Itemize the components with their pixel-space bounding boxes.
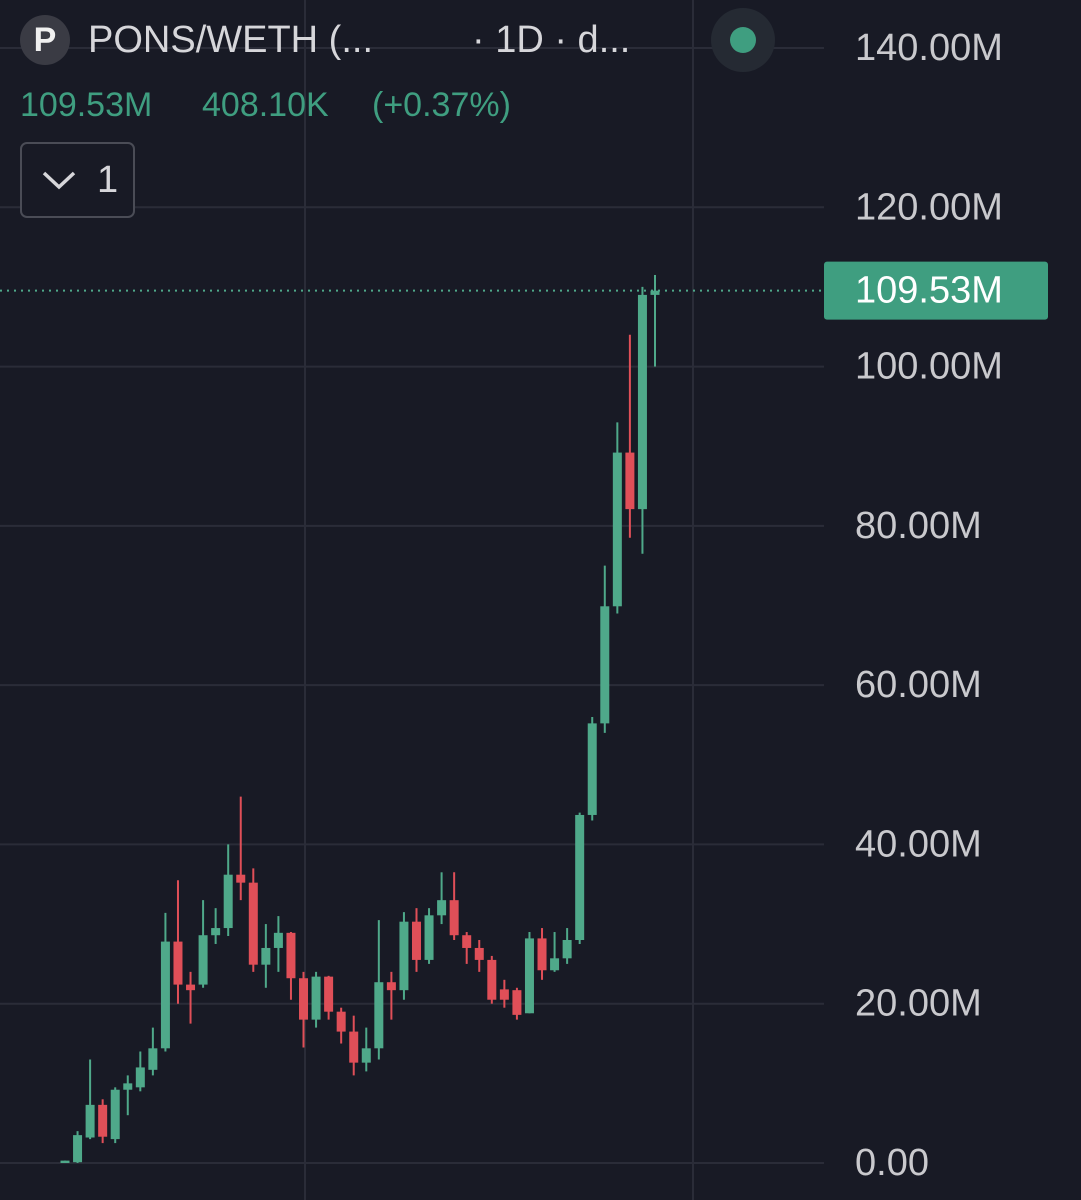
candle-body — [462, 935, 472, 948]
y-tick-label: 120.00M — [855, 186, 1003, 228]
candle-body — [499, 989, 509, 1000]
candle-body — [399, 921, 409, 991]
candle-body — [650, 290, 660, 295]
candle-body — [361, 1048, 371, 1063]
indicator-toggle[interactable] — [20, 142, 135, 218]
logo-letter: P — [34, 21, 57, 59]
last-price-label: 109.53M — [855, 270, 1003, 312]
candle-body — [135, 1067, 145, 1088]
change-pct: (+0.37%) — [372, 86, 511, 124]
candle-body — [625, 452, 635, 510]
candle-body — [474, 947, 484, 960]
candle-body — [374, 982, 384, 1049]
candle-body — [600, 606, 610, 724]
candle-body — [336, 1011, 346, 1032]
candle-body — [248, 882, 258, 965]
candle-body — [261, 947, 271, 965]
candle-body — [437, 900, 447, 916]
candle-body — [123, 1083, 133, 1090]
change: 408.10K — [202, 86, 329, 124]
candle-body — [524, 938, 534, 1014]
candle-body — [148, 1048, 158, 1070]
candle-body — [637, 294, 647, 510]
candle-body — [424, 915, 434, 960]
candle-body — [575, 814, 585, 940]
candle-body — [173, 941, 183, 985]
chevron-icon — [42, 171, 76, 190]
plot — [0, 47, 824, 1164]
logo — [20, 15, 70, 65]
y-tick-label: 60.00M — [855, 664, 982, 706]
candle-body — [211, 928, 221, 936]
indicator-count: 1 — [97, 159, 118, 201]
symbol[interactable]: PONS/WETH (... — [88, 19, 373, 61]
candle-body — [550, 958, 560, 971]
candle-body — [186, 984, 196, 991]
candle-body — [273, 932, 283, 948]
candle-body — [487, 959, 497, 1000]
y-tick-label: 20.00M — [855, 983, 982, 1025]
candle-body — [85, 1104, 95, 1138]
candle-body — [411, 921, 421, 960]
candle-body — [612, 452, 622, 607]
candle-body — [110, 1089, 120, 1140]
candle-body — [311, 976, 321, 1020]
y-tick-label: 100.00M — [855, 346, 1003, 388]
candle-body — [324, 976, 334, 1012]
candle-body — [562, 940, 572, 959]
candle-body — [60, 1160, 70, 1163]
candle-body — [286, 932, 296, 979]
last-price-tag — [824, 261, 1048, 320]
interval[interactable]: · 1D · d... — [472, 19, 630, 61]
candle-body — [236, 874, 246, 883]
candle-body — [160, 941, 170, 1049]
status-dot — [730, 27, 756, 53]
price: 109.53M — [20, 86, 152, 124]
candle-body — [299, 978, 309, 1020]
y-tick-label: 0.00 — [855, 1142, 929, 1184]
candle-body — [449, 900, 459, 936]
candle-body — [198, 935, 208, 985]
candle-body — [98, 1104, 108, 1137]
candle-body — [73, 1135, 83, 1163]
candle-body — [349, 1031, 359, 1063]
candle-body — [386, 982, 396, 991]
y-tick-label: 80.00M — [855, 505, 982, 547]
candle-body — [512, 990, 522, 1015]
y-tick-label: 40.00M — [855, 823, 982, 865]
candle-body — [537, 938, 547, 971]
y-tick-label: 140.00M — [855, 27, 1003, 69]
candle-body — [587, 723, 597, 815]
candle-body — [223, 874, 233, 929]
